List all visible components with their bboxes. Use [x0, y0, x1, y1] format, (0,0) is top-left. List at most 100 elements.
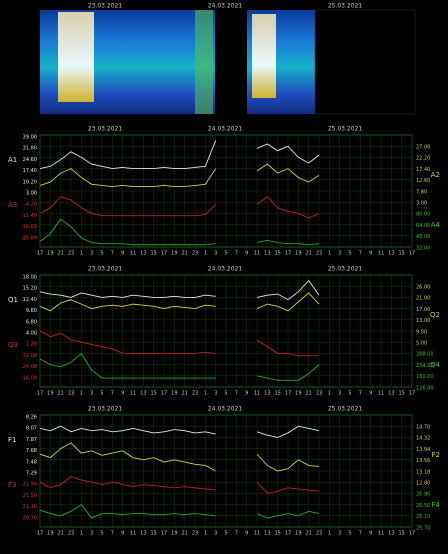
y2-axis-label: 288.00 — [416, 352, 434, 358]
x-tick-label: 15 — [150, 391, 156, 397]
x-tick-label: 1 — [80, 531, 83, 537]
series-line — [256, 364, 320, 381]
y-axis-label: -11.40 — [21, 213, 37, 219]
y-axis-label: 16.00 — [23, 375, 37, 381]
x-tick-label: 23 — [68, 531, 74, 537]
x-tick-label: 3 — [338, 391, 341, 397]
x-tick-label: 9 — [121, 531, 124, 537]
x-tick-label: 11 — [130, 251, 136, 257]
x-tick-label: 5 — [100, 531, 103, 537]
date-label: 24.03.2021 — [208, 126, 243, 133]
y-axis-label: 7.29 — [26, 471, 37, 477]
x-tick-label: 9 — [245, 251, 248, 257]
y2-axis-label: 13.94 — [416, 447, 430, 453]
axis-name: Q1 — [8, 296, 18, 304]
x-tick-label: 15 — [150, 531, 156, 537]
y2-axis-label: 48.00 — [416, 234, 430, 240]
series-line — [256, 453, 320, 472]
date-label: 24.03.2021 — [208, 406, 243, 413]
spectrogram-band — [195, 10, 213, 114]
x-tick-label: 15 — [398, 531, 404, 537]
x-tick-label: 13 — [140, 251, 146, 257]
x-tick-label: 9 — [121, 391, 124, 397]
y2-axis-label: 7.80 — [416, 189, 427, 195]
y-axis-label: 8.26 — [26, 415, 37, 421]
y-axis-label: 3.00 — [26, 191, 37, 197]
y-axis-label: 17.40 — [23, 168, 37, 174]
axis-name: F3 — [8, 481, 16, 489]
x-tick-label: 1 — [204, 391, 207, 397]
y2-axis-label: 32.00 — [416, 245, 430, 251]
series-line — [256, 239, 320, 246]
x-tick-label: 19 — [295, 251, 301, 257]
series-line — [256, 425, 320, 438]
x-tick-label: 21 — [305, 391, 311, 397]
x-tick-label: 9 — [369, 391, 372, 397]
y-axis-label: 1.20 — [26, 342, 37, 348]
x-tick-label: 19 — [171, 391, 177, 397]
y-axis-label: 6.80 — [26, 319, 37, 325]
y-axis-label: -25.80 — [21, 235, 37, 241]
x-tick-label: 7 — [235, 391, 238, 397]
x-tick-label: 1 — [204, 251, 207, 257]
y-axis-label: 20.70 — [23, 515, 37, 521]
y-axis-label: 24.60 — [23, 157, 37, 163]
series-line — [39, 442, 216, 472]
y-axis-label: -18.60 — [21, 224, 37, 230]
x-tick-label: 7 — [359, 531, 362, 537]
y-axis-label: 39.00 — [23, 135, 37, 141]
spectrogram-hot — [58, 12, 94, 102]
x-tick-label: 1 — [204, 531, 207, 537]
series-line — [256, 163, 320, 183]
y-axis-label: 21.90 — [23, 482, 37, 488]
y2-axis-label: 64.00 — [416, 223, 430, 229]
x-tick-label: 21 — [181, 391, 187, 397]
y-axis-label: 15.20 — [23, 286, 37, 292]
x-tick-label: 1 — [328, 391, 331, 397]
x-tick-label: 7 — [359, 251, 362, 257]
x-tick-label: 23 — [316, 391, 322, 397]
series-line — [256, 510, 320, 519]
x-tick-label: 5 — [100, 391, 103, 397]
x-tick-label: 13 — [140, 391, 146, 397]
y2-axis-label: 26.00 — [416, 285, 430, 291]
x-tick-label: 5 — [224, 391, 227, 397]
x-tick-label: 11 — [130, 531, 136, 537]
series-line — [39, 425, 216, 435]
date-label: 23.03.2021 — [88, 126, 123, 133]
series-line — [39, 140, 217, 170]
x-tick-label: 21 — [305, 531, 311, 537]
y-axis-label: 12.40 — [23, 297, 37, 303]
y2-axis-label: 26.50 — [416, 503, 430, 509]
x-tick-label: 11 — [378, 391, 384, 397]
x-tick-label: 19 — [47, 251, 53, 257]
y2-axis-label: 234.00 — [416, 363, 434, 369]
y2-axis-label: 5.00 — [416, 341, 427, 347]
x-tick-label: 13 — [264, 391, 270, 397]
x-tick-label: 5 — [348, 391, 351, 397]
x-tick-label: 5 — [224, 251, 227, 257]
series-line — [256, 195, 320, 219]
series-line — [256, 292, 320, 312]
x-tick-label: 17 — [37, 251, 43, 257]
y2-axis-label: 13.00 — [416, 318, 430, 324]
y2-axis-label: 13.18 — [416, 469, 430, 475]
x-tick-label: 11 — [378, 251, 384, 257]
date-label: 25.03.2021 — [328, 3, 363, 10]
x-tick-label: 23 — [68, 391, 74, 397]
x-tick-label: 11 — [378, 531, 384, 537]
date-label: 24.03.2021 — [208, 266, 243, 273]
x-tick-label: 3 — [214, 391, 217, 397]
series-line — [39, 299, 216, 312]
series-line — [256, 279, 320, 301]
x-tick-label: 3 — [214, 251, 217, 257]
y-axis-label: 9.60 — [26, 308, 37, 314]
y2-axis-label: 17.00 — [416, 307, 430, 313]
x-tick-label: 21 — [181, 531, 187, 537]
x-tick-label: 23 — [316, 531, 322, 537]
x-tick-label: 13 — [140, 531, 146, 537]
axis-name: F2 — [432, 451, 440, 459]
spectrogram-empty — [314, 9, 416, 115]
x-tick-label: 9 — [369, 531, 372, 537]
series-line — [39, 503, 216, 519]
